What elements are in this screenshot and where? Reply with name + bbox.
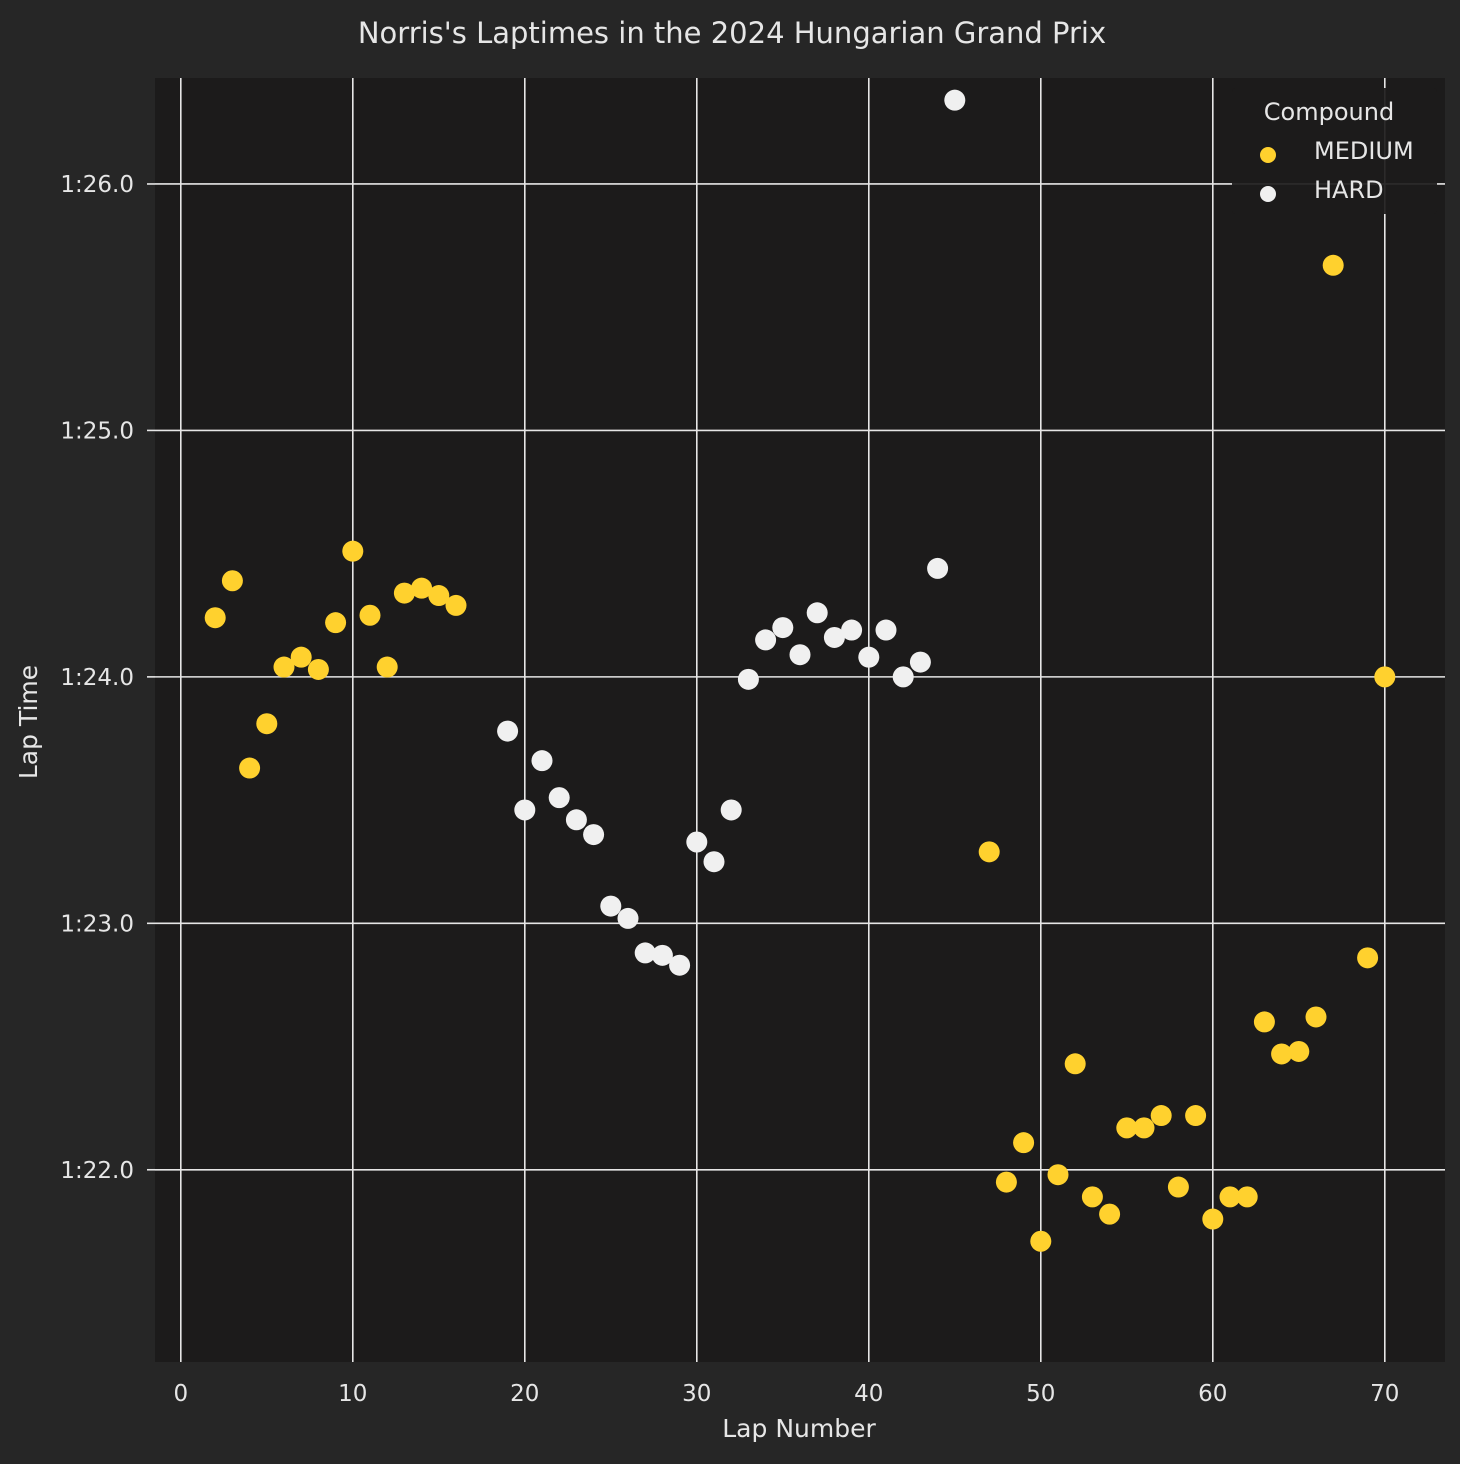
- x-axis-label: Lap Number: [722, 1414, 876, 1443]
- data-point-medium: [239, 757, 261, 779]
- data-point-hard: [651, 944, 673, 966]
- data-point-hard: [720, 799, 742, 821]
- data-point-hard: [514, 799, 536, 821]
- data-point-hard: [858, 646, 880, 668]
- data-point-hard: [841, 619, 863, 641]
- data-point-medium: [1305, 1006, 1327, 1028]
- data-point-medium: [1374, 666, 1396, 688]
- x-tick-label: 20: [510, 1381, 539, 1407]
- data-point-hard: [497, 720, 519, 742]
- data-points: [204, 89, 1396, 1252]
- data-point-medium: [978, 841, 1000, 863]
- y-axis-label: Lap Time: [14, 665, 43, 779]
- data-point-hard: [944, 89, 966, 111]
- legend-label-medium: MEDIUM: [1314, 137, 1414, 165]
- legend-title: Compound: [1264, 98, 1394, 126]
- data-point-medium: [393, 582, 415, 604]
- axis-ticks: 0 10 20 30 40 50 60 70 1:22.0 1:23.0 1:24.0 1:25.0 1…: [60, 172, 1399, 1407]
- data-point-medium: [1357, 947, 1379, 969]
- x-tick-label: 30: [682, 1381, 711, 1407]
- y-tick-label: 1:23.0: [60, 911, 134, 937]
- data-point-medium: [1099, 1203, 1121, 1225]
- data-point-medium: [307, 658, 329, 680]
- data-point-hard: [669, 954, 691, 976]
- data-point-medium: [1030, 1230, 1052, 1252]
- data-point-medium: [1150, 1105, 1172, 1127]
- x-tick-label: 0: [173, 1381, 188, 1407]
- x-tick-label: 40: [854, 1381, 883, 1407]
- legend-label-hard: HARD: [1314, 176, 1384, 204]
- data-point-medium: [1185, 1105, 1207, 1127]
- data-point-hard: [634, 942, 656, 964]
- data-point-hard: [531, 750, 553, 772]
- data-point-medium: [342, 540, 364, 562]
- legend-marker-medium: [1260, 147, 1276, 163]
- y-tick-label: 1:22.0: [60, 1158, 134, 1184]
- data-point-hard: [789, 644, 811, 666]
- data-point-medium: [1013, 1132, 1035, 1154]
- data-point-medium: [995, 1171, 1017, 1193]
- legend: Compound MEDIUM HARD: [1232, 88, 1437, 214]
- x-tick-label: 50: [1026, 1381, 1055, 1407]
- data-point-medium: [1219, 1186, 1241, 1208]
- y-tick-label: 1:24.0: [60, 665, 134, 691]
- plot-area: [155, 78, 1445, 1362]
- data-point-medium: [1081, 1186, 1103, 1208]
- data-point-medium: [411, 577, 433, 599]
- data-point-medium: [1133, 1117, 1155, 1139]
- data-point-hard: [737, 668, 759, 690]
- grid-lines: [155, 78, 1445, 1362]
- data-point-medium: [273, 656, 295, 678]
- x-tick-label: 60: [1198, 1381, 1227, 1407]
- data-point-hard: [686, 831, 708, 853]
- data-point-medium: [1064, 1053, 1086, 1075]
- data-point-medium: [1167, 1176, 1189, 1198]
- data-point-medium: [1202, 1208, 1224, 1230]
- data-point-medium: [445, 594, 467, 616]
- data-point-hard: [823, 626, 845, 648]
- data-point-medium: [1288, 1040, 1310, 1062]
- data-point-hard: [927, 557, 949, 579]
- data-point-hard: [583, 824, 605, 846]
- data-point-medium: [204, 607, 226, 629]
- data-point-medium: [359, 604, 381, 626]
- data-point-medium: [376, 656, 398, 678]
- data-point-medium: [256, 713, 278, 735]
- data-point-hard: [772, 617, 794, 639]
- chart-title: Norris's Laptimes in the 2024 Hungarian …: [358, 16, 1106, 50]
- legend-marker-hard: [1260, 186, 1276, 202]
- data-point-medium: [1116, 1117, 1138, 1139]
- y-tick-label: 1:25.0: [60, 418, 134, 444]
- data-point-hard: [600, 895, 622, 917]
- data-point-hard: [617, 907, 639, 929]
- data-point-medium: [1236, 1186, 1258, 1208]
- data-point-medium: [1253, 1011, 1275, 1033]
- data-point-medium: [325, 612, 347, 634]
- data-point-medium: [1047, 1164, 1069, 1186]
- data-point-medium: [428, 585, 450, 607]
- legend-box: [1232, 88, 1437, 214]
- data-point-hard: [806, 602, 828, 624]
- data-point-hard: [909, 651, 931, 673]
- data-point-medium: [1271, 1043, 1293, 1065]
- data-point-hard: [875, 619, 897, 641]
- data-point-hard: [892, 666, 914, 688]
- data-point-hard: [703, 851, 725, 873]
- data-point-hard: [565, 809, 587, 831]
- data-point-medium: [290, 646, 312, 668]
- x-tick-label: 70: [1370, 1381, 1399, 1407]
- data-point-medium: [221, 570, 243, 592]
- data-point-medium: [1322, 254, 1344, 276]
- y-tick-label: 1:26.0: [60, 172, 134, 198]
- data-point-hard: [755, 629, 777, 651]
- x-tick-label: 10: [338, 1381, 367, 1407]
- data-point-hard: [548, 787, 570, 809]
